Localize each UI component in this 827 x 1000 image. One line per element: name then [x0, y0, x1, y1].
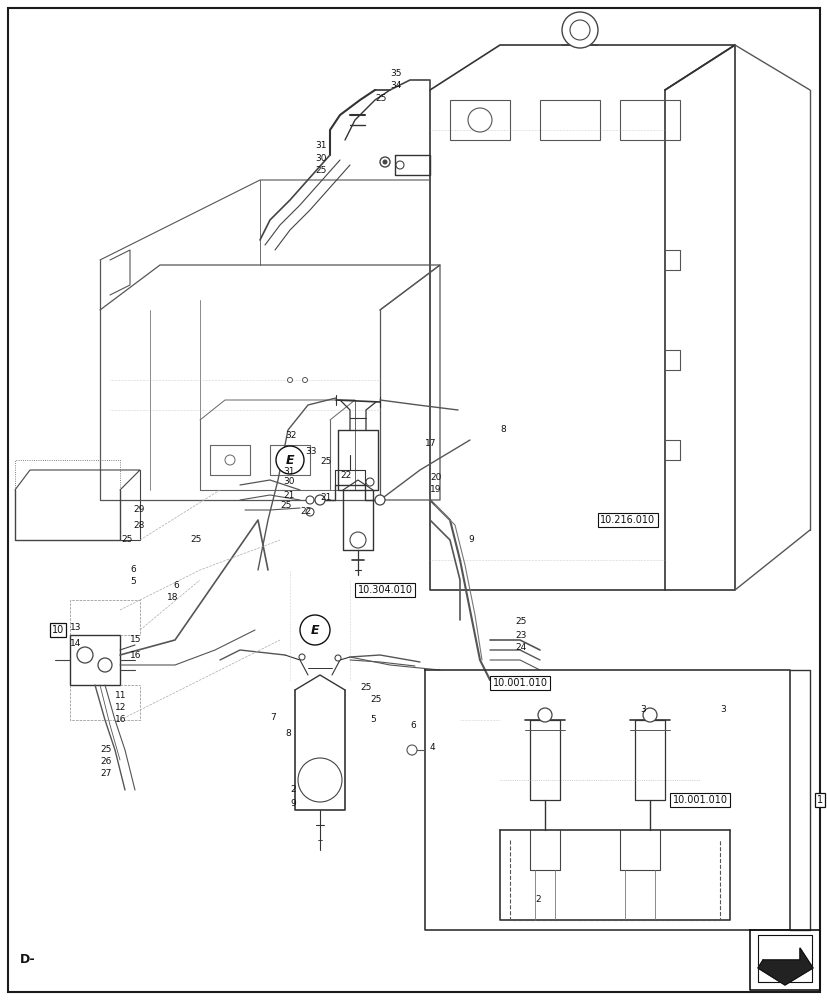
- Text: 9: 9: [467, 536, 473, 544]
- Text: 3: 3: [719, 706, 725, 714]
- Circle shape: [350, 532, 366, 548]
- Text: 14: 14: [70, 638, 81, 648]
- Text: 10: 10: [52, 625, 64, 635]
- Circle shape: [467, 108, 491, 132]
- Text: 23: 23: [514, 630, 526, 640]
- Text: 6: 6: [173, 580, 179, 589]
- Text: 10.216.010: 10.216.010: [600, 515, 655, 525]
- Text: 7: 7: [270, 713, 275, 722]
- Text: 5: 5: [130, 578, 136, 586]
- Bar: [539, 100, 600, 140]
- Text: 8: 8: [500, 426, 505, 434]
- Text: 34: 34: [390, 81, 401, 90]
- Text: E: E: [310, 624, 319, 636]
- Circle shape: [299, 615, 330, 645]
- Text: 18: 18: [167, 593, 179, 602]
- Text: 24: 24: [514, 644, 526, 652]
- Text: E: E: [285, 454, 294, 466]
- Text: 25: 25: [280, 500, 291, 510]
- Text: 2: 2: [534, 896, 540, 904]
- Text: 25: 25: [122, 536, 133, 544]
- Text: 3: 3: [639, 706, 645, 714]
- Circle shape: [306, 496, 313, 504]
- Circle shape: [395, 161, 404, 169]
- Circle shape: [299, 654, 304, 660]
- Polygon shape: [757, 948, 812, 985]
- Text: 28: 28: [133, 520, 144, 530]
- Text: 25: 25: [375, 94, 386, 103]
- Circle shape: [314, 495, 325, 505]
- Text: 25: 25: [370, 696, 381, 704]
- Circle shape: [383, 160, 386, 164]
- Text: 6: 6: [409, 720, 415, 729]
- Text: 30: 30: [283, 478, 294, 487]
- Text: 22: 22: [340, 471, 351, 480]
- Text: 35: 35: [390, 69, 401, 78]
- Circle shape: [380, 157, 390, 167]
- Circle shape: [225, 455, 235, 465]
- Text: 4: 4: [429, 743, 435, 752]
- Text: 9: 9: [289, 798, 295, 807]
- Circle shape: [287, 377, 292, 382]
- Text: 30: 30: [314, 154, 326, 163]
- Text: 10.001.010: 10.001.010: [492, 678, 547, 688]
- Text: 25: 25: [319, 458, 331, 466]
- Text: 5: 5: [370, 715, 375, 724]
- Bar: [619, 100, 679, 140]
- Circle shape: [302, 377, 307, 382]
- Text: 20: 20: [429, 474, 441, 483]
- Text: 16: 16: [115, 715, 127, 724]
- Text: 32: 32: [284, 430, 296, 440]
- Text: 12: 12: [115, 702, 127, 711]
- Text: 6: 6: [130, 566, 136, 574]
- Text: 33: 33: [304, 448, 316, 456]
- Text: 17: 17: [424, 438, 436, 448]
- Text: 26: 26: [100, 758, 112, 766]
- Text: 25: 25: [189, 536, 201, 544]
- Text: 22: 22: [299, 508, 311, 516]
- Text: D-: D-: [20, 953, 36, 966]
- Text: 11: 11: [115, 690, 127, 700]
- Text: 8: 8: [284, 728, 290, 737]
- Circle shape: [643, 708, 656, 722]
- Text: 2: 2: [289, 786, 295, 794]
- Text: 21: 21: [283, 490, 294, 499]
- Text: 31: 31: [283, 468, 294, 477]
- Circle shape: [98, 658, 112, 672]
- Circle shape: [306, 508, 313, 516]
- Text: 27: 27: [100, 770, 112, 778]
- Circle shape: [335, 655, 341, 661]
- Text: 10.304.010: 10.304.010: [357, 585, 412, 595]
- Circle shape: [366, 478, 374, 486]
- Circle shape: [275, 446, 304, 474]
- Text: 25: 25: [514, 617, 526, 626]
- Text: 29: 29: [133, 506, 144, 514]
- Text: 25: 25: [100, 745, 112, 754]
- Text: 31: 31: [314, 141, 326, 150]
- Circle shape: [562, 12, 597, 48]
- Circle shape: [538, 708, 552, 722]
- Text: 19: 19: [429, 486, 441, 494]
- Circle shape: [298, 758, 342, 802]
- Circle shape: [407, 745, 417, 755]
- Text: 13: 13: [70, 624, 81, 632]
- Text: 15: 15: [130, 636, 141, 644]
- Text: 21: 21: [319, 493, 331, 502]
- Text: 1: 1: [816, 795, 822, 805]
- Text: 10.001.010: 10.001.010: [672, 795, 727, 805]
- Circle shape: [569, 20, 590, 40]
- Circle shape: [77, 647, 93, 663]
- Bar: [449, 100, 509, 140]
- Text: 16: 16: [130, 650, 141, 660]
- Text: 25: 25: [360, 684, 371, 692]
- Text: 25: 25: [314, 166, 326, 175]
- Circle shape: [375, 495, 385, 505]
